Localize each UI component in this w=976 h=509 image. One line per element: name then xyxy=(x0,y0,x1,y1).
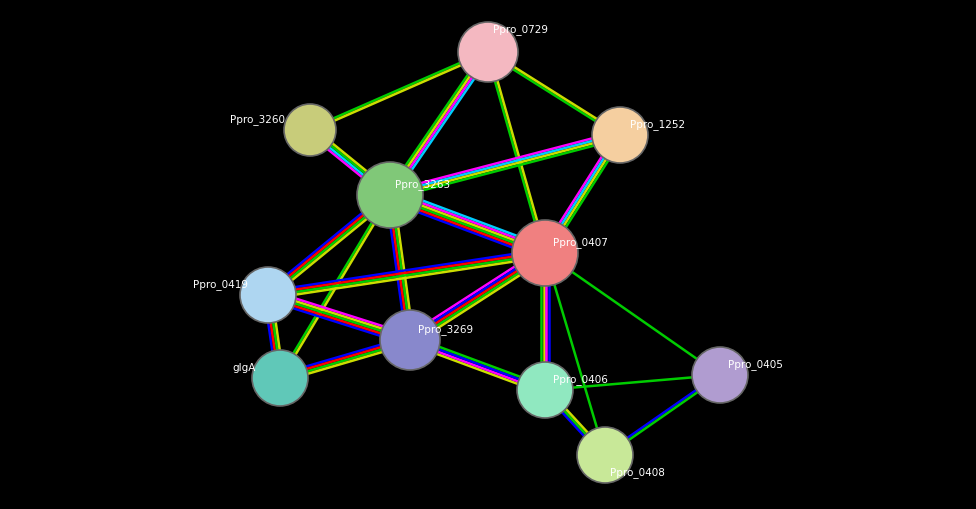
Text: Ppro_0419: Ppro_0419 xyxy=(193,279,248,291)
Text: Ppro_0406: Ppro_0406 xyxy=(553,375,608,385)
Ellipse shape xyxy=(458,22,518,82)
Text: Ppro_3263: Ppro_3263 xyxy=(395,180,450,190)
Text: Ppro_1252: Ppro_1252 xyxy=(630,120,685,130)
Ellipse shape xyxy=(692,347,748,403)
Text: glgA: glgA xyxy=(232,363,256,373)
Ellipse shape xyxy=(592,107,648,163)
Ellipse shape xyxy=(252,350,308,406)
Text: Ppro_0408: Ppro_0408 xyxy=(610,468,665,478)
Text: Ppro_0405: Ppro_0405 xyxy=(728,359,783,371)
Ellipse shape xyxy=(577,427,633,483)
Text: Ppro_0407: Ppro_0407 xyxy=(553,238,608,248)
Text: Ppro_0729: Ppro_0729 xyxy=(493,24,548,36)
Ellipse shape xyxy=(357,162,423,228)
Ellipse shape xyxy=(517,362,573,418)
Text: Ppro_3260: Ppro_3260 xyxy=(230,115,285,125)
Ellipse shape xyxy=(284,104,336,156)
Ellipse shape xyxy=(380,310,440,370)
Ellipse shape xyxy=(512,220,578,286)
Ellipse shape xyxy=(240,267,296,323)
Text: Ppro_3269: Ppro_3269 xyxy=(418,325,473,335)
